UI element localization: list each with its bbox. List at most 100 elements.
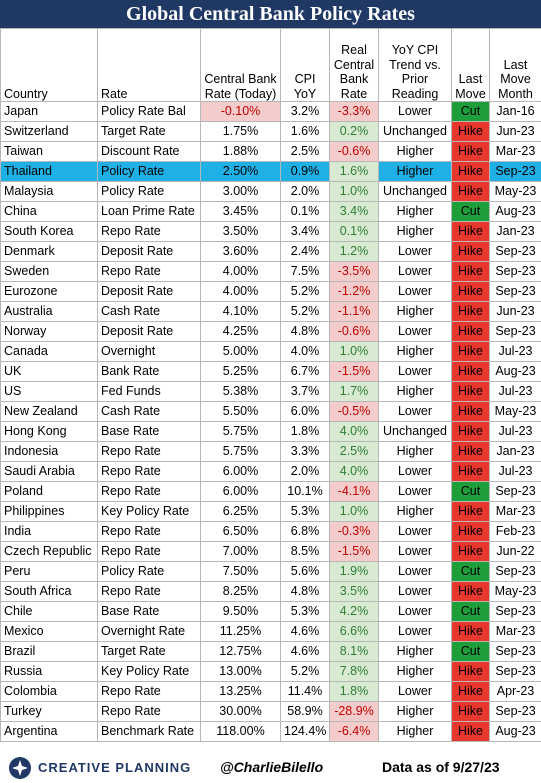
cpi-trend-cell: Unchanged <box>378 121 452 142</box>
country-cell: New Zealand <box>0 401 98 422</box>
last-move-cell: Hike <box>451 441 490 462</box>
table-row: Indonesia Repo Rate 5.75% 3.3% 2.5% Higher Hik… <box>0 441 541 462</box>
last-move-month-cell: Mar-23 <box>489 621 541 642</box>
cpi-yoy-cell: 6.8% <box>280 521 330 542</box>
last-move-cell: Hike <box>451 121 490 142</box>
last-move-month-cell: Mar-23 <box>489 141 541 162</box>
policy-rate-cell: 5.75% <box>200 441 281 462</box>
header-country: Country <box>0 28 98 102</box>
cpi-yoy-cell: 5.3% <box>280 501 330 522</box>
policy-rate-cell: 3.50% <box>200 221 281 242</box>
policy-rate-cell: 4.10% <box>200 301 281 322</box>
cpi-yoy-cell: 3.3% <box>280 441 330 462</box>
policy-rate-cell: 11.25% <box>200 621 281 642</box>
country-cell: India <box>0 521 98 542</box>
cpi-trend-cell: Unchanged <box>378 421 452 442</box>
rate-name-cell: Repo Rate <box>97 701 201 722</box>
rate-name-cell: Cash Rate <box>97 401 201 422</box>
last-move-month-cell: Aug-23 <box>489 201 541 222</box>
country-cell: Indonesia <box>0 441 98 462</box>
rate-name-cell: Loan Prime Rate <box>97 201 201 222</box>
country-cell: Mexico <box>0 621 98 642</box>
cpi-trend-cell: Lower <box>378 461 452 482</box>
rate-name-cell: Deposit Rate <box>97 321 201 342</box>
policy-rate-cell: 118.00% <box>200 721 281 742</box>
policy-rate-cell: 5.75% <box>200 421 281 442</box>
table-row: Denmark Deposit Rate 3.60% 2.4% 1.2% Lower Hik… <box>0 241 541 262</box>
cpi-yoy-cell: 6.7% <box>280 361 330 382</box>
real-rate-cell: 1.7% <box>329 381 379 402</box>
real-rate-cell: 4.0% <box>329 461 379 482</box>
cpi-trend-cell: Lower <box>378 361 452 382</box>
table-row: Russia Key Policy Rate 13.00% 5.2% 7.8% Highe… <box>0 661 541 682</box>
cpi-yoy-cell: 3.7% <box>280 381 330 402</box>
rate-name-cell: Policy Rate <box>97 181 201 202</box>
cpi-yoy-cell: 0.1% <box>280 201 330 222</box>
header-central-bank-rate: Central Bank Rate (Today) <box>200 28 281 102</box>
cpi-yoy-cell: 3.4% <box>280 221 330 242</box>
last-move-cell: Hike <box>451 421 490 442</box>
cpi-yoy-cell: 7.5% <box>280 261 330 282</box>
country-cell: Philippines <box>0 501 98 522</box>
rate-name-cell: Deposit Rate <box>97 241 201 262</box>
cpi-yoy-cell: 10.1% <box>280 481 330 502</box>
last-move-month-cell: May-23 <box>489 581 541 602</box>
last-move-cell: Hike <box>451 541 490 562</box>
chart-title: Global Central Bank Policy Rates <box>0 0 541 28</box>
rate-name-cell: Repo Rate <box>97 581 201 602</box>
cpi-trend-cell: Higher <box>378 701 452 722</box>
rate-name-cell: Repo Rate <box>97 261 201 282</box>
last-move-month-cell: Mar-23 <box>489 501 541 522</box>
rate-name-cell: Deposit Rate <box>97 281 201 302</box>
cpi-trend-cell: Lower <box>378 241 452 262</box>
cpi-yoy-cell: 5.3% <box>280 601 330 622</box>
cpi-trend-cell: Lower <box>378 601 452 622</box>
real-rate-cell: 8.1% <box>329 641 379 662</box>
cpi-yoy-cell: 5.2% <box>280 661 330 682</box>
real-rate-cell: 1.0% <box>329 501 379 522</box>
policy-rate-cell: 8.25% <box>200 581 281 602</box>
country-cell: Chile <box>0 601 98 622</box>
last-move-cell: Cut <box>451 481 490 502</box>
real-rate-cell: -0.6% <box>329 321 379 342</box>
last-move-cell: Hike <box>451 181 490 202</box>
last-move-cell: Hike <box>451 381 490 402</box>
policy-rate-cell: 3.45% <box>200 201 281 222</box>
table-row: Turkey Repo Rate 30.00% 58.9% -28.9% Higher Hi… <box>0 701 541 722</box>
cpi-yoy-cell: 4.8% <box>280 321 330 342</box>
country-cell: Eurozone <box>0 281 98 302</box>
table-row: Taiwan Discount Rate 1.88% 2.5% -0.6% Higher H… <box>0 141 541 162</box>
cpi-yoy-cell: 4.6% <box>280 621 330 642</box>
table-row: Norway Deposit Rate 4.25% 4.8% -0.6% Lower Hik… <box>0 321 541 342</box>
last-move-cell: Cut <box>451 641 490 662</box>
header-last-move: Last Move <box>451 28 490 102</box>
real-rate-cell: 2.5% <box>329 441 379 462</box>
cpi-trend-cell: Higher <box>378 721 452 742</box>
rate-name-cell: Repo Rate <box>97 441 201 462</box>
country-cell: China <box>0 201 98 222</box>
cpi-yoy-cell: 2.0% <box>280 181 330 202</box>
country-cell: Poland <box>0 481 98 502</box>
last-move-month-cell: Sep-23 <box>489 161 541 182</box>
header-last-move-month: Last Move Month <box>489 28 541 102</box>
creative-planning-logo-icon <box>9 757 31 779</box>
cpi-yoy-cell: 2.4% <box>280 241 330 262</box>
table-row: Eurozone Deposit Rate 4.00% 5.2% -1.2% Lower H… <box>0 281 541 302</box>
cpi-yoy-cell: 8.5% <box>280 541 330 562</box>
policy-rate-cell: 12.75% <box>200 641 281 662</box>
last-move-cell: Hike <box>451 501 490 522</box>
header-cpi-yoy: CPI YoY <box>280 28 330 102</box>
real-rate-cell: 1.8% <box>329 681 379 702</box>
country-cell: Thailand <box>0 161 98 182</box>
last-move-month-cell: Jun-23 <box>489 121 541 142</box>
rate-name-cell: Repo Rate <box>97 521 201 542</box>
real-rate-cell: 1.0% <box>329 181 379 202</box>
real-rate-cell: -1.1% <box>329 301 379 322</box>
author-handle: @CharlieBilello <box>220 759 324 775</box>
rate-name-cell: Key Policy Rate <box>97 501 201 522</box>
data-as-of: Data as of 9/27/23 <box>382 759 500 775</box>
policy-rate-cell: -0.10% <box>200 101 281 122</box>
country-cell: Taiwan <box>0 141 98 162</box>
last-move-cell: Hike <box>451 161 490 182</box>
